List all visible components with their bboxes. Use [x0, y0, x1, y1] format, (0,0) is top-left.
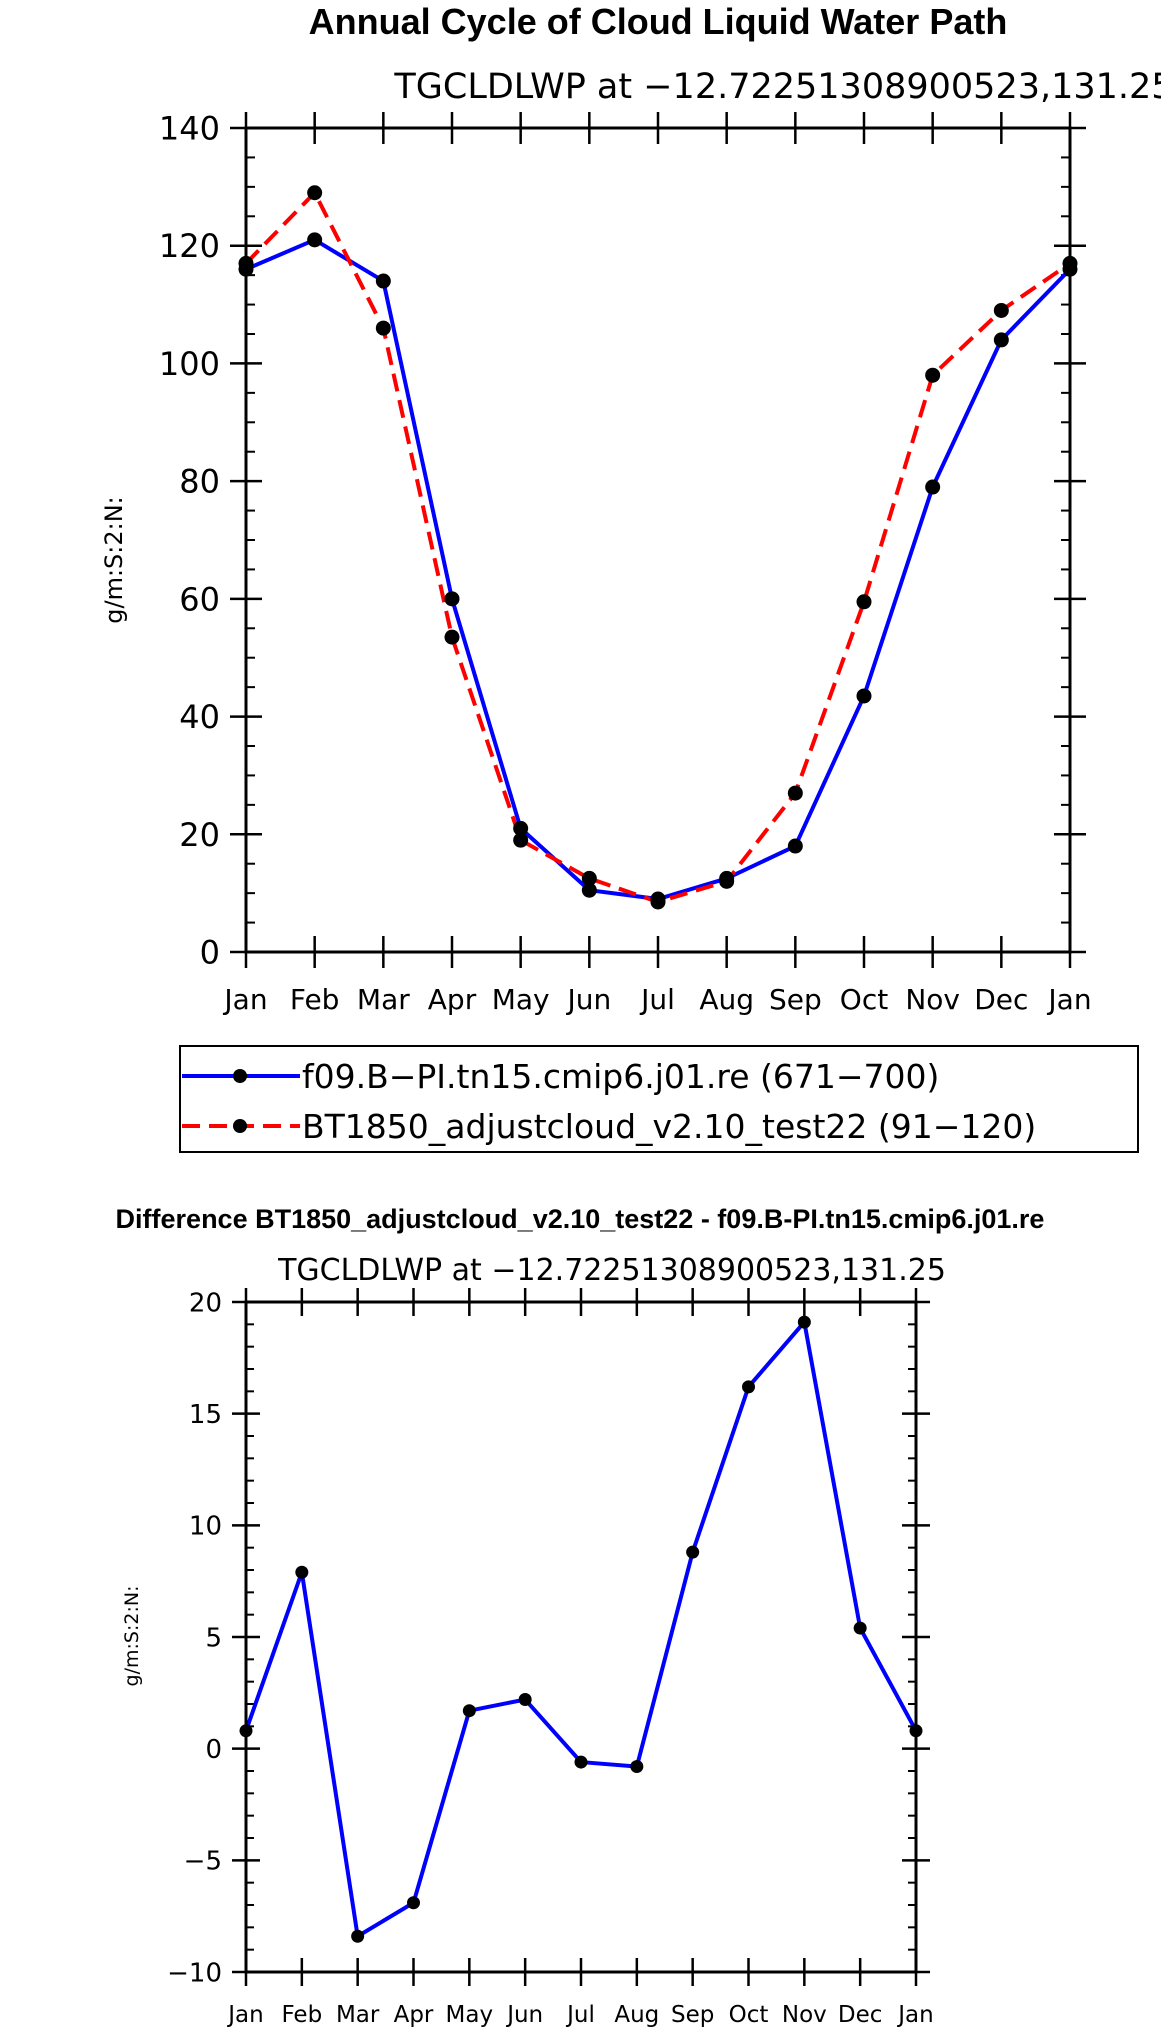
- data-point-series-1: [513, 820, 529, 836]
- data-point-series-1: [518, 1693, 532, 1707]
- y-tick-label: 10: [189, 1512, 222, 1542]
- x-tick-label: Sep: [671, 2002, 714, 2028]
- data-point-series-2: [375, 320, 391, 336]
- bottom-chart-title: Difference BT1850_adjustcloud_v2.10_test…: [116, 1204, 1045, 1234]
- legend-entry-series-1: f09.B−PI.tn15.cmip6.j01.re (671−700): [182, 1057, 939, 1096]
- legend-label-series-2: BT1850_adjustcloud_v2.10_test22 (91−120): [302, 1107, 1036, 1146]
- data-point-series-2: [581, 870, 597, 886]
- bottom-plot-frame: [244, 1300, 918, 1974]
- top-chart-subtitle: TGCLDLWP at −12.72251308900523,131.25: [393, 67, 1161, 107]
- data-point-series-2: [856, 594, 872, 610]
- x-tick-label: Aug: [699, 983, 754, 1016]
- data-point-series-1: [925, 479, 941, 495]
- data-point-series-1: [630, 1760, 644, 1774]
- x-tick-label: Mar: [336, 2002, 380, 2028]
- data-point-series-1: [444, 591, 460, 607]
- x-tick-label: Jun: [505, 2002, 543, 2028]
- top-plot-area: 0 20 40 60 80 100 120 140 Jan Feb Mar Apr May Jun Jul A…: [159, 110, 1092, 1016]
- data-point-series-2: [650, 894, 666, 910]
- x-tick-label: Dec: [974, 983, 1028, 1016]
- top-chart-title: Annual Cycle of Cloud Liquid Water Path: [309, 1, 1008, 42]
- series-line-1: [245, 237, 1072, 902]
- x-tick-label: Jun: [565, 983, 611, 1016]
- bottom-chart-ylabel: g/m:S:2:N:: [121, 1586, 143, 1687]
- x-tick-label: Oct: [729, 2002, 769, 2028]
- top-chart: Annual Cycle of Cloud Liquid Water Path …: [100, 1, 1161, 1016]
- y-tick-label: 20: [189, 1288, 222, 1318]
- y-tick-label: −5: [184, 1847, 222, 1877]
- data-point-series-2: [993, 302, 1009, 318]
- data-point-series-1: [462, 1704, 476, 1718]
- y-tick-label: 15: [189, 1400, 222, 1430]
- bottom-plot-area: −10 −5 0 5 10 15 20 Jan Feb Mar Apr May Jun Jul Aug Sep…: [167, 1288, 934, 2028]
- y-tick-label: 20: [179, 816, 220, 854]
- data-point-series-1: [407, 1896, 420, 1910]
- data-point-series-2: [787, 785, 803, 801]
- y-tick-label: 120: [159, 227, 220, 265]
- data-point-series-1: [742, 1380, 755, 1394]
- legend-box: [179, 1045, 1139, 1153]
- y-tick-label: 60: [179, 580, 220, 618]
- top-chart-ylabel: g/m:S:2:N:: [100, 496, 128, 624]
- x-tick-label: Jul: [639, 983, 675, 1016]
- data-point-series-1: [295, 1565, 309, 1579]
- x-tick-label: Apr: [394, 2002, 434, 2028]
- x-tick-label: Feb: [290, 983, 340, 1016]
- legend-entry-series-2: BT1850_adjustcloud_v2.10_test22 (91−120): [182, 1107, 1036, 1146]
- data-point-series-1: [787, 838, 803, 854]
- bottom-chart: Difference BT1850_adjustcloud_v2.10_test…: [116, 1204, 1045, 2028]
- y-tick-label: 0: [205, 1735, 222, 1765]
- data-point-series-2: [307, 185, 323, 201]
- x-tick-label: Aug: [614, 2002, 659, 2028]
- data-point-series-1: [853, 1621, 867, 1635]
- legend: f09.B−PI.tn15.cmip6.j01.re (671−700) BT1…: [179, 1045, 1139, 1153]
- legend-label-series-1: f09.B−PI.tn15.cmip6.j01.re (671−700): [302, 1057, 939, 1096]
- x-tick-label: Dec: [838, 2002, 883, 2028]
- series-line-2: [244, 190, 1072, 904]
- data-point-series-2: [513, 832, 529, 848]
- data-point-series-1: [797, 1315, 811, 1329]
- data-point-series-2: [444, 629, 460, 645]
- x-tick-label: Jan: [226, 2002, 263, 2028]
- data-point-series-1: [581, 882, 597, 898]
- data-point-series-1: [574, 1755, 588, 1769]
- y-tick-label: 80: [179, 463, 220, 501]
- data-point-series-1: [856, 688, 872, 704]
- x-tick-label: Mar: [357, 983, 410, 1016]
- data-point-series-1: [351, 1929, 365, 1943]
- data-point-series-2: [719, 873, 735, 889]
- bottom-chart-subtitle: TGCLDLWP at −12.72251308900523,131.25: [277, 1253, 946, 1288]
- top-plot-frame: [244, 126, 1072, 954]
- data-point-series-1: [375, 273, 391, 289]
- y-tick-label: 100: [159, 345, 220, 383]
- x-tick-label: Feb: [281, 2002, 322, 2028]
- data-point-series-1: [307, 232, 323, 248]
- series-line-1: [244, 1320, 918, 1939]
- legend-marker-series-2: [233, 1119, 247, 1133]
- data-point-series-1: [686, 1545, 700, 1559]
- legend-marker-series-1: [233, 1069, 247, 1083]
- x-tick-label: Nov: [905, 983, 960, 1016]
- x-tick-label: Jan: [896, 2002, 933, 2028]
- y-tick-label: 5: [205, 1623, 222, 1653]
- x-tick-label: May: [492, 983, 550, 1016]
- x-tick-label: Nov: [782, 2002, 827, 2028]
- y-tick-label: 0: [200, 934, 220, 972]
- data-point-series-1: [993, 332, 1009, 348]
- x-tick-label: Apr: [428, 983, 477, 1016]
- x-tick-label: Jan: [222, 983, 267, 1016]
- y-tick-label: 40: [179, 698, 220, 736]
- data-point-series-2: [925, 367, 941, 383]
- x-tick-label: Oct: [840, 983, 888, 1016]
- x-tick-label: May: [446, 2002, 494, 2028]
- x-tick-label: Jan: [1046, 983, 1091, 1016]
- x-tick-label: Jul: [565, 2002, 595, 2028]
- y-tick-label: 140: [159, 110, 220, 148]
- y-tick-label: −10: [167, 1958, 222, 1988]
- x-tick-label: Sep: [769, 983, 822, 1016]
